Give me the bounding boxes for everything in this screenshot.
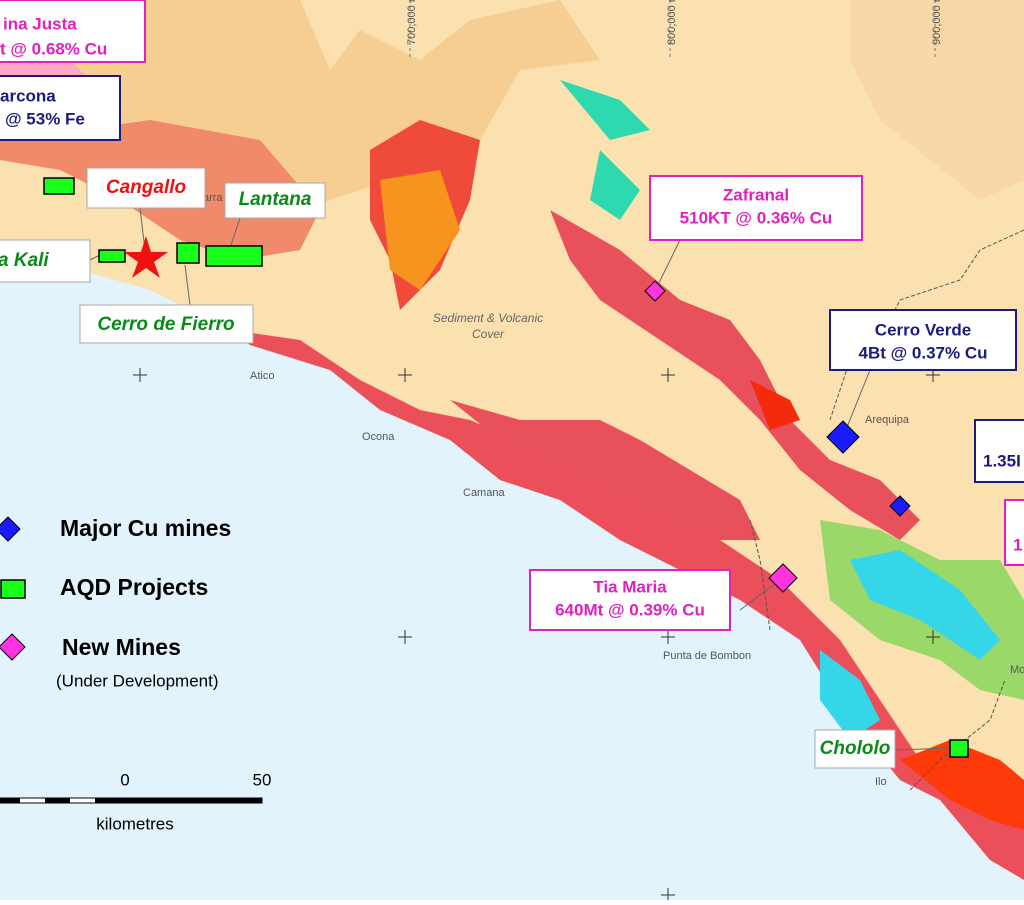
geology-unit — [850, 0, 1024, 200]
callout-text: 4Bt @ 0.37% Cu — [858, 343, 987, 362]
callout-title: Cerro de Fierro — [97, 314, 234, 335]
grid-crosses — [133, 368, 940, 902]
leader-lines — [89, 207, 951, 751]
callout-box — [529, 569, 731, 631]
legend-label: (Under Development) — [56, 671, 219, 690]
geology-unit — [820, 550, 1000, 740]
place-label: Ocona — [362, 431, 395, 443]
legend-symbol — [0, 633, 26, 661]
callout-box — [829, 309, 1017, 371]
geology-unit — [380, 170, 460, 290]
callout-text: 1 — [1013, 535, 1022, 554]
place-label: arra — [203, 192, 223, 204]
callout-title: Zafranal — [723, 185, 789, 204]
aqd-projects — [43, 177, 969, 758]
callouts: ina Justa t @ 0.68% Cu arcona @ 53% Fe C… — [0, 0, 1024, 769]
scale-unit: kilometres — [96, 814, 173, 833]
callout-text: t @ 0.68% Cu — [0, 39, 107, 58]
callout-title: Cerro Verde — [875, 320, 971, 339]
callout-title: arcona — [0, 86, 56, 105]
grid-lines — [409, 0, 936, 60]
grid-label: 900,000 m — [931, 0, 943, 45]
callout-title: ina Justa — [3, 14, 77, 33]
project-marker — [176, 242, 200, 264]
callout-title: Cangallo — [106, 177, 186, 198]
grid-label: 700,000 m — [406, 0, 418, 45]
callout-box — [649, 175, 863, 241]
callout-text: @ 53% Fe — [5, 109, 85, 128]
place-label: Camana — [463, 487, 505, 499]
scale-bar: 0 50 kilometres — [0, 770, 271, 833]
callout-box — [814, 729, 896, 769]
callout-box — [0, 239, 91, 283]
mine-marker — [889, 495, 911, 517]
new-mine-marker — [644, 280, 666, 302]
legend-label: AQD Projects — [60, 574, 208, 600]
callout-box — [0, 0, 146, 63]
cover-note: Cover — [472, 327, 505, 341]
geology-unit — [550, 210, 920, 540]
callout-title: a Kali — [0, 250, 49, 271]
place-label: Mo — [1010, 664, 1024, 676]
callout-box — [974, 419, 1024, 483]
legend-label: New Mines — [62, 634, 181, 660]
grid-label: 800,000 m — [666, 0, 678, 45]
project-marker — [98, 249, 126, 263]
geology-unit — [450, 400, 760, 540]
scale-label: 0 — [120, 770, 129, 789]
geology-unit — [0, 0, 600, 230]
callout-text: 510KT @ 0.36% Cu — [680, 208, 833, 227]
callout-title: Tia Maria — [593, 577, 667, 596]
place-label: Punta de Bombon — [663, 650, 751, 662]
callout-box — [224, 182, 326, 219]
legend-symbol — [0, 579, 26, 599]
place-label: Ilo — [875, 776, 887, 788]
cover-note: Sediment & Volcanic — [433, 311, 543, 325]
callout-text: 1.35I — [983, 451, 1021, 470]
place-label: Arequipa — [865, 414, 910, 426]
legend-label: Major Cu mines — [60, 515, 231, 541]
project-marker — [43, 177, 75, 195]
geology-unit — [900, 740, 1024, 830]
mine-marker — [826, 420, 860, 454]
cu-mines — [644, 280, 911, 593]
callout-title: Chololo — [820, 738, 891, 759]
project-marker — [949, 739, 969, 758]
legend-symbol — [0, 516, 21, 542]
scale-label: 50 — [253, 770, 272, 789]
callout-box — [0, 75, 121, 141]
leader-line — [89, 207, 951, 751]
callout-box — [79, 304, 254, 344]
project-marker — [205, 245, 263, 267]
new-mine-marker — [768, 563, 798, 593]
place-label: Atico — [250, 370, 274, 382]
callout-title: Lantana — [239, 189, 312, 210]
callout-box — [86, 167, 206, 209]
callout-box — [1004, 499, 1024, 566]
callout-text: 640Mt @ 0.39% Cu — [555, 600, 705, 619]
geology-unit — [750, 380, 800, 430]
cangallo-star — [124, 236, 168, 278]
grid-cross — [133, 368, 940, 902]
geology-unit — [560, 80, 650, 220]
legend: Major Cu mines AQD Projects New Mines (U… — [0, 515, 231, 690]
